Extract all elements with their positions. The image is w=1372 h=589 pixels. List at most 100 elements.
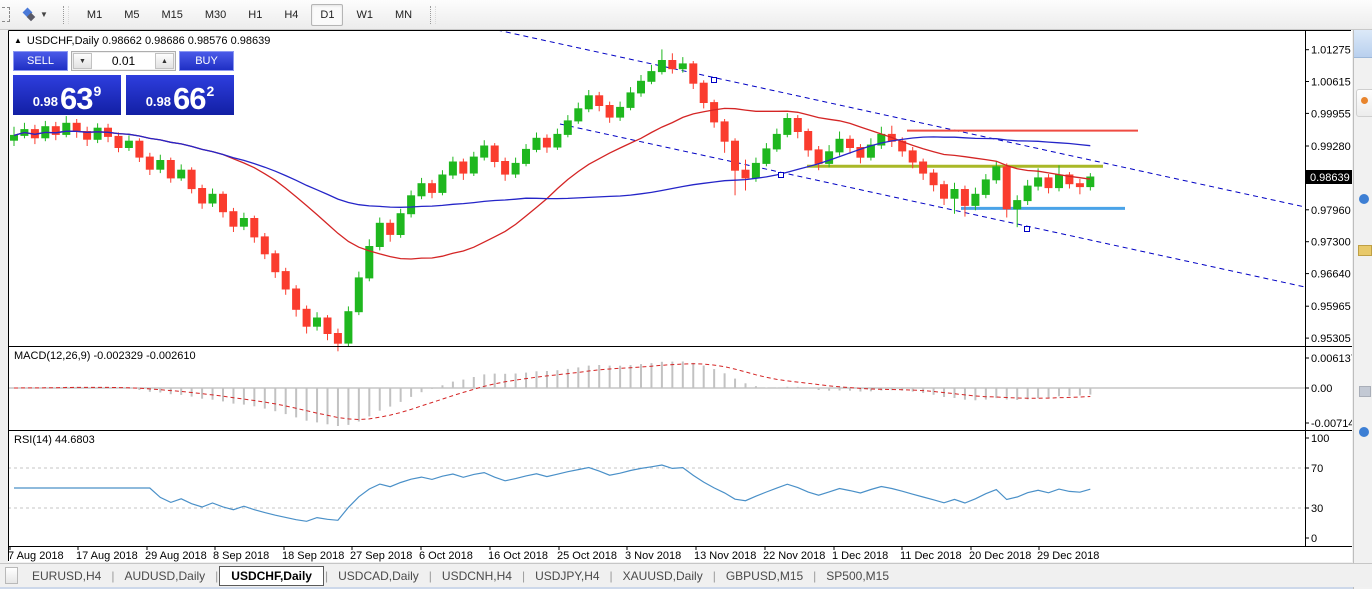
dropdown-caret-icon[interactable]: ▼ [40, 10, 48, 19]
timeframe-button-MN[interactable]: MN [394, 8, 413, 21]
price-axis-label: 0.99955 [1311, 108, 1351, 120]
clipped-orange-icon [1361, 97, 1368, 104]
timeframe-toolbar: M1 M5 M15 M30 H1 H4 D1 W1 MN [76, 3, 423, 26]
chart-tab-SP500-M15[interactable]: SP500,M15 [826, 568, 890, 583]
channel-handle[interactable] [1024, 226, 1030, 232]
date-axis-label: 1 Dec 2018 [832, 550, 888, 562]
timeframe-button-M1[interactable]: M1 [86, 8, 103, 21]
order-arrows-glyph [22, 7, 36, 21]
date-axis-label: 7 Aug 2018 [8, 550, 64, 562]
rsi-label: RSI(14) 44.6803 [14, 434, 95, 446]
candlesticks [10, 49, 1095, 352]
top-toolbar: ▼ M1 M5 M15 M30 H1 H4 D1 W1 MN [0, 0, 1372, 30]
channel-upper-line[interactable] [496, 30, 1306, 208]
chart-tab-AUDUSD-Daily[interactable]: AUDUSD,Daily [124, 568, 206, 583]
rsi-axis-label: 30 [1311, 503, 1323, 515]
rsi-axis-label: 0 [1311, 533, 1317, 545]
timeframe-button-H4[interactable]: H4 [284, 8, 299, 21]
chart-ohlc-header: ▲ USDCHF,Daily 0.98662 0.98686 0.98576 0.… [14, 35, 270, 47]
price-axis-label: 1.01275 [1311, 45, 1351, 57]
date-axis-label: 25 Oct 2018 [557, 550, 617, 562]
volume-decrease-button[interactable]: ▼ [73, 53, 92, 69]
ma-slow-line [13, 130, 1091, 208]
ohlc-low: 0.98576 [187, 35, 228, 47]
rsi-axis-label: 70 [1311, 463, 1323, 475]
tab-separator: | [215, 568, 219, 583]
tab-scroll-button[interactable] [5, 567, 18, 584]
price-axis-label: 1.00615 [1311, 77, 1351, 89]
channel-handle[interactable] [711, 77, 717, 83]
date-axis-label: 22 Nov 2018 [763, 550, 825, 562]
buy-price-prefix: 0.98 [145, 94, 172, 109]
date-axis-label: 29 Aug 2018 [145, 550, 207, 562]
ohlc-close: 0.98639 [230, 35, 271, 47]
current-price-tag [1305, 170, 1352, 184]
moving-averages [13, 107, 1091, 260]
date-axis-label: 29 Dec 2018 [1037, 550, 1099, 562]
timeframe-button-H1[interactable]: H1 [248, 8, 263, 21]
chart-tabs: EURUSD,H4 | AUDUSD,Daily | USDCHF,Daily | USDC… [23, 565, 898, 586]
tab-separator: | [521, 568, 526, 583]
date-axis-label: 6 Oct 2018 [419, 550, 473, 562]
chart-tab-GBPUSD-M15[interactable]: GBPUSD,M15 [725, 568, 804, 583]
horizontal-level-lines[interactable] [807, 129, 1138, 210]
clipped-panel-header [1354, 30, 1372, 58]
date-axis: 7 Aug 2018 17 Aug 2018 29 Aug 2018 8 Sep 20… [8, 546, 1099, 562]
collapse-arrow-icon[interactable]: ▲ [14, 36, 22, 45]
clipped-blue-icon [1359, 427, 1369, 437]
chart-tab-XAUUSD-Daily[interactable]: XAUUSD,Daily [622, 568, 703, 583]
tab-separator: | [428, 568, 432, 583]
selection-tool-icon[interactable] [0, 7, 10, 22]
price-axis-label: 0.99280 [1311, 141, 1351, 153]
chart-tab-EURUSD-H4[interactable]: EURUSD,H4 [32, 568, 102, 583]
sell-price-big: 63 [60, 81, 93, 116]
timeframe-button-D1[interactable]: D1 [311, 3, 344, 26]
current-price-label: 0.98639 [1310, 172, 1350, 184]
date-axis-label: 17 Aug 2018 [76, 550, 138, 562]
tab-separator: | [609, 568, 613, 583]
macd-axis-label: 0.006137 [1311, 353, 1352, 365]
order-arrows-icon[interactable] [20, 7, 38, 23]
timeframe-button-W1[interactable]: W1 [356, 8, 373, 21]
tab-separator: | [712, 568, 716, 583]
sell-price-button[interactable]: 0.98 63 9 [13, 75, 121, 115]
sell-price-prefix: 0.98 [32, 94, 59, 109]
timeframe-button-M15[interactable]: M15 [161, 8, 183, 21]
ohlc-high: 0.98686 [144, 35, 185, 47]
chart-tab-USDJPY-H4[interactable]: USDJPY,H4 [535, 568, 600, 583]
chart-tab-USDCNH-H4[interactable]: USDCNH,H4 [441, 568, 512, 583]
rsi-line [14, 464, 1091, 522]
buy-price-big: 66 [173, 81, 206, 116]
ohlc-open: 0.98662 [102, 35, 142, 47]
chart-canvas[interactable]: 1.01275 1.00615 0.99955 0.99280 0.97960 0.973… [8, 30, 1352, 562]
one-click-trade-panel: SELL ▼ 0.01 ▲ BUY 0.98 63 9 0.98 66 2 [13, 51, 234, 115]
tab-separator: | [324, 568, 329, 583]
price-axis-label: 0.95305 [1311, 333, 1351, 345]
trend-channel[interactable] [496, 30, 1306, 288]
date-axis-label: 13 Nov 2018 [694, 550, 756, 562]
volume-increase-button[interactable]: ▲ [155, 53, 174, 69]
macd-axis-label: 0.00 [1311, 383, 1332, 395]
buy-button[interactable]: BUY [179, 51, 234, 71]
clipped-side-panel [1353, 0, 1372, 589]
date-axis-label: 8 Sep 2018 [213, 550, 269, 562]
channel-handles[interactable] [711, 77, 1030, 232]
volume-input[interactable]: 0.01 [92, 53, 155, 69]
toolbar-gripper [62, 5, 69, 24]
channel-lower-line[interactable] [559, 123, 1306, 288]
price-axis-label: 0.96640 [1311, 269, 1351, 281]
clipped-gray-icon [1359, 386, 1371, 397]
volume-stepper: ▼ 0.01 ▲ [71, 51, 176, 71]
timeframe-button-M30[interactable]: M30 [204, 8, 227, 21]
sell-button[interactable]: SELL [13, 51, 68, 71]
sell-price-sup: 9 [93, 83, 102, 99]
date-axis-label: 18 Sep 2018 [282, 550, 344, 562]
buy-price-button[interactable]: 0.98 66 2 [126, 75, 234, 115]
date-axis-label: 3 Nov 2018 [625, 550, 681, 562]
chart-tab-USDCAD-Daily[interactable]: USDCAD,Daily [338, 568, 419, 583]
timeframe-button-M5[interactable]: M5 [124, 8, 140, 21]
macd-signal-line [13, 363, 1091, 421]
channel-handle[interactable] [778, 172, 784, 178]
chart-tab-USDCHF-Daily[interactable]: USDCHF,Daily [219, 565, 324, 586]
rsi-pane [8, 464, 1305, 522]
